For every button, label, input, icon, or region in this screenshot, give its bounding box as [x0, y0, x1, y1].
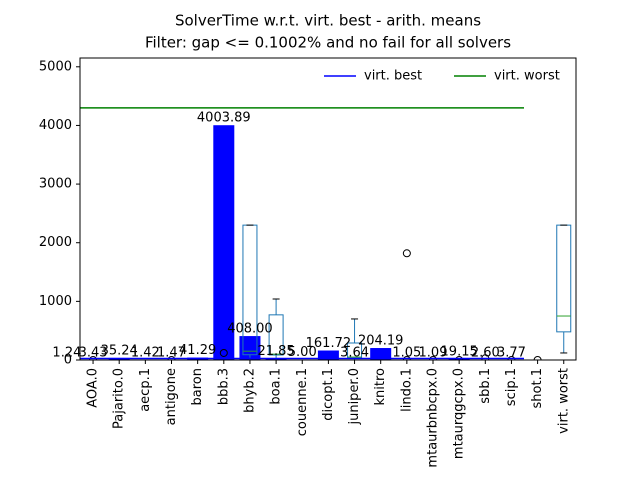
x-tick-label: AOA.0: [86, 368, 101, 408]
x-tick-label: lindo.1: [399, 368, 414, 412]
x-tick-label: antigone: [164, 368, 179, 425]
x-tick-label: mtaurqgcpx.0: [452, 368, 467, 459]
legend-label: virt. worst: [494, 69, 560, 84]
y-tick-label: 4000: [39, 118, 72, 133]
x-tick-label: knitro: [373, 368, 388, 406]
value-label: 408.00: [227, 322, 273, 337]
x-tick-label: virt. worst: [556, 368, 571, 434]
y-tick-label: 3000: [39, 177, 72, 192]
x-tick-label: bbb.3: [216, 368, 231, 405]
x-tick-label: boa.1: [269, 368, 284, 405]
value-label: 1.05: [392, 345, 421, 360]
x-tick-label: Pajarito.0: [112, 368, 127, 429]
value-label: 4003.89: [197, 111, 251, 126]
y-tick-label: 1000: [39, 294, 72, 309]
outlier: [403, 250, 410, 257]
value-label: 1.24: [52, 345, 81, 360]
legend-label: virt. best: [364, 69, 422, 84]
x-tick-label: couenne.1: [295, 368, 310, 436]
chart-subtitle: Filter: gap <= 0.1002% and no fail for a…: [145, 34, 511, 52]
value-label: 3.77: [497, 345, 526, 360]
x-tick-label: baron: [190, 368, 205, 405]
value-label: 41.29: [179, 343, 216, 358]
x-tick-label: sbb.1: [478, 368, 493, 404]
x-tick-label: dicopt.1: [321, 368, 336, 421]
axes-frame: [80, 58, 576, 360]
value-label: 1.42: [131, 345, 160, 360]
y-tick-label: 5000: [39, 59, 72, 74]
x-tick-label: bhyb.2: [242, 368, 257, 413]
x-tick-label: scip.1: [504, 368, 519, 406]
value-label: 2.60: [471, 345, 500, 360]
x-tick-label: juniper.0: [347, 368, 362, 426]
x-tick-label: aecp.1: [138, 368, 153, 412]
plot-area: [56, 108, 570, 364]
chart-title: SolverTime w.r.t. virt. best - arith. me…: [175, 12, 481, 30]
y-tick-label: 2000: [39, 235, 72, 250]
x-tick-label: shot.1: [530, 368, 545, 408]
x-tick-label: mtaurbnbcpx.0: [426, 368, 441, 468]
